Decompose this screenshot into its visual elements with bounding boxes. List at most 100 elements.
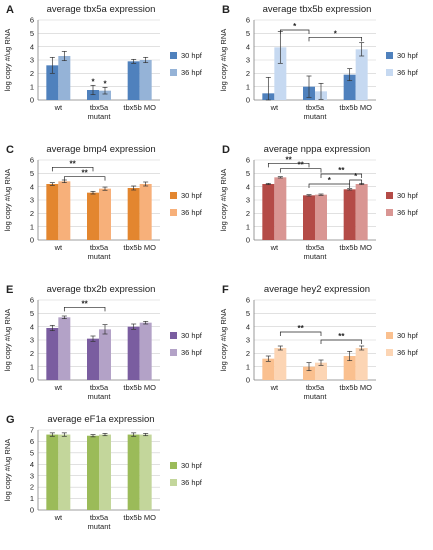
significance-bracket: [63, 176, 106, 181]
chart-title: average tbx2b expression: [47, 284, 156, 295]
y-tick-label: 1: [30, 82, 34, 91]
legend-swatch: [170, 479, 177, 486]
x-category-label: tbx5b MO: [123, 103, 156, 112]
y-tick-label: 1: [246, 82, 250, 91]
y-tick-label: 2: [246, 349, 250, 358]
bar: [343, 356, 356, 380]
significance-bracket: [279, 29, 310, 34]
significance-marker: **: [82, 299, 89, 308]
y-tick-label: 4: [246, 322, 250, 331]
y-tick-label: 6: [246, 156, 250, 165]
bar: [127, 188, 140, 240]
y-tick-label: 0: [30, 376, 34, 385]
legend-label: 30 hpf: [181, 461, 203, 470]
x-category-label: tbx5b MO: [339, 243, 372, 252]
bar: [127, 61, 140, 100]
legend-swatch: [386, 209, 393, 216]
y-tick-label: 5: [246, 309, 250, 318]
legend-swatch: [170, 349, 177, 356]
significance-marker: **: [70, 159, 77, 168]
y-tick-label: 3: [246, 336, 250, 345]
legend-swatch: [170, 209, 177, 216]
bar: [58, 56, 71, 100]
y-tick-label: 4: [246, 182, 250, 191]
y-tick-label: 6: [30, 437, 34, 446]
y-axis-label: log copy #/ug RNA: [3, 29, 12, 92]
legend-label: 30 hpf: [181, 331, 203, 340]
y-tick-label: 4: [246, 42, 250, 51]
bar: [46, 65, 59, 100]
legend-swatch: [386, 332, 393, 339]
y-axis-label: log copy #/ug RNA: [219, 29, 228, 92]
legend-swatch: [386, 69, 393, 76]
y-tick-label: 5: [30, 448, 34, 457]
bar: [274, 177, 287, 240]
significance-marker: *: [334, 29, 338, 38]
bar: [46, 184, 59, 240]
y-axis-label: log copy #/ug RNA: [219, 309, 228, 372]
x-category-label: tbx5b MO: [339, 383, 372, 392]
significance-marker: *: [293, 22, 297, 31]
y-tick-label: 3: [30, 471, 34, 480]
x-category-label: tbx5a mutant: [304, 243, 328, 261]
x-category-label: tbx5a mutant: [304, 383, 328, 401]
y-tick-label: 7: [30, 426, 34, 435]
chart-title: average tbx5b expression: [263, 4, 372, 15]
x-category-label: wt: [54, 243, 63, 252]
y-tick-label: 0: [30, 506, 34, 515]
legend-swatch: [170, 69, 177, 76]
bar: [303, 366, 315, 380]
legend-swatch: [386, 52, 393, 59]
legend-swatch: [386, 192, 393, 199]
y-tick-label: 0: [246, 376, 250, 385]
bar: [262, 358, 275, 380]
x-category-label: tbx5b MO: [123, 383, 156, 392]
x-category-label: wt: [54, 103, 63, 112]
y-tick-label: 4: [30, 182, 34, 191]
significance-marker: *: [354, 172, 358, 181]
y-tick-label: 4: [30, 42, 34, 51]
bar: [58, 434, 71, 510]
panel-letter: A: [6, 4, 14, 16]
significance-marker: *: [91, 77, 95, 86]
significance-marker: *: [103, 79, 107, 88]
x-category-label: wt: [54, 383, 63, 392]
x-category-label: tbx5a mutant: [88, 513, 112, 531]
x-category-label: tbx5b MO: [339, 103, 372, 112]
x-category-label: tbx5b MO: [123, 243, 156, 252]
bar: [139, 184, 152, 240]
y-tick-label: 3: [30, 196, 34, 205]
y-tick-label: 1: [246, 222, 250, 231]
legend-label: 36 hpf: [397, 348, 419, 357]
y-tick-label: 6: [30, 16, 34, 25]
chart-title: average eF1a expression: [47, 414, 154, 425]
y-tick-label: 6: [30, 156, 34, 165]
significance-bracket: [279, 168, 322, 173]
y-tick-label: 2: [246, 69, 250, 78]
legend-swatch: [170, 332, 177, 339]
panel-letter: G: [6, 414, 15, 426]
legend-label: 30 hpf: [397, 331, 419, 340]
bar: [99, 329, 111, 380]
y-tick-label: 5: [30, 169, 34, 178]
y-tick-label: 4: [30, 460, 34, 469]
y-tick-label: 2: [30, 209, 34, 218]
y-tick-label: 3: [246, 196, 250, 205]
y-tick-label: 6: [246, 296, 250, 305]
bar: [315, 362, 327, 380]
significance-marker: **: [286, 155, 293, 164]
y-tick-label: 2: [246, 209, 250, 218]
bar: [315, 194, 327, 240]
y-axis-label: log copy #/ug RNA: [3, 309, 12, 372]
significance-marker: **: [338, 166, 345, 175]
legend-label: 36 hpf: [397, 68, 419, 77]
bar: [58, 317, 71, 380]
bar: [99, 188, 111, 240]
significance-bracket: [51, 166, 94, 172]
panel-letter: D: [222, 144, 230, 156]
y-tick-label: 1: [30, 362, 34, 371]
